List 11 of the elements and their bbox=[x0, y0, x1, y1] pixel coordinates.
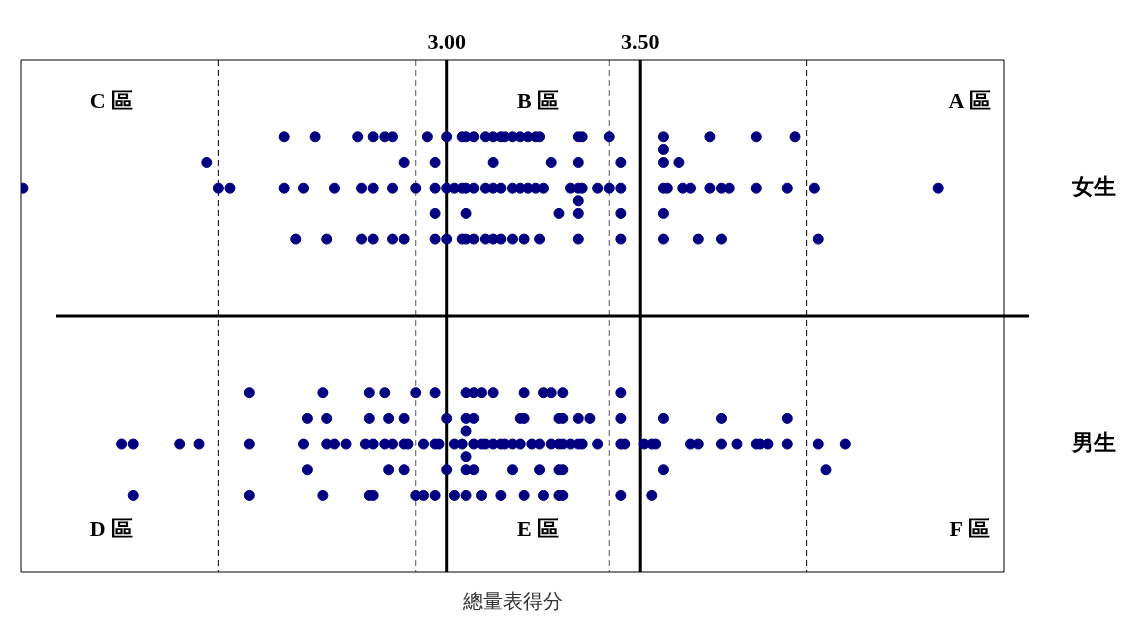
text: 女生 bbox=[1071, 173, 1116, 199]
x-tick-label: 3.50 bbox=[620, 29, 660, 55]
annotation: E 區 bbox=[516, 515, 560, 541]
text: A 區 bbox=[948, 87, 991, 113]
annotation: D 區 bbox=[89, 515, 134, 541]
text: C 區 bbox=[89, 87, 134, 113]
x-axis-title: 總量表得分 bbox=[461, 589, 564, 614]
annotation: F 區 bbox=[949, 515, 990, 541]
text: B 區 bbox=[516, 87, 560, 113]
text: 男生 bbox=[1071, 429, 1116, 455]
x-tick-label: 3.00 bbox=[427, 29, 466, 55]
